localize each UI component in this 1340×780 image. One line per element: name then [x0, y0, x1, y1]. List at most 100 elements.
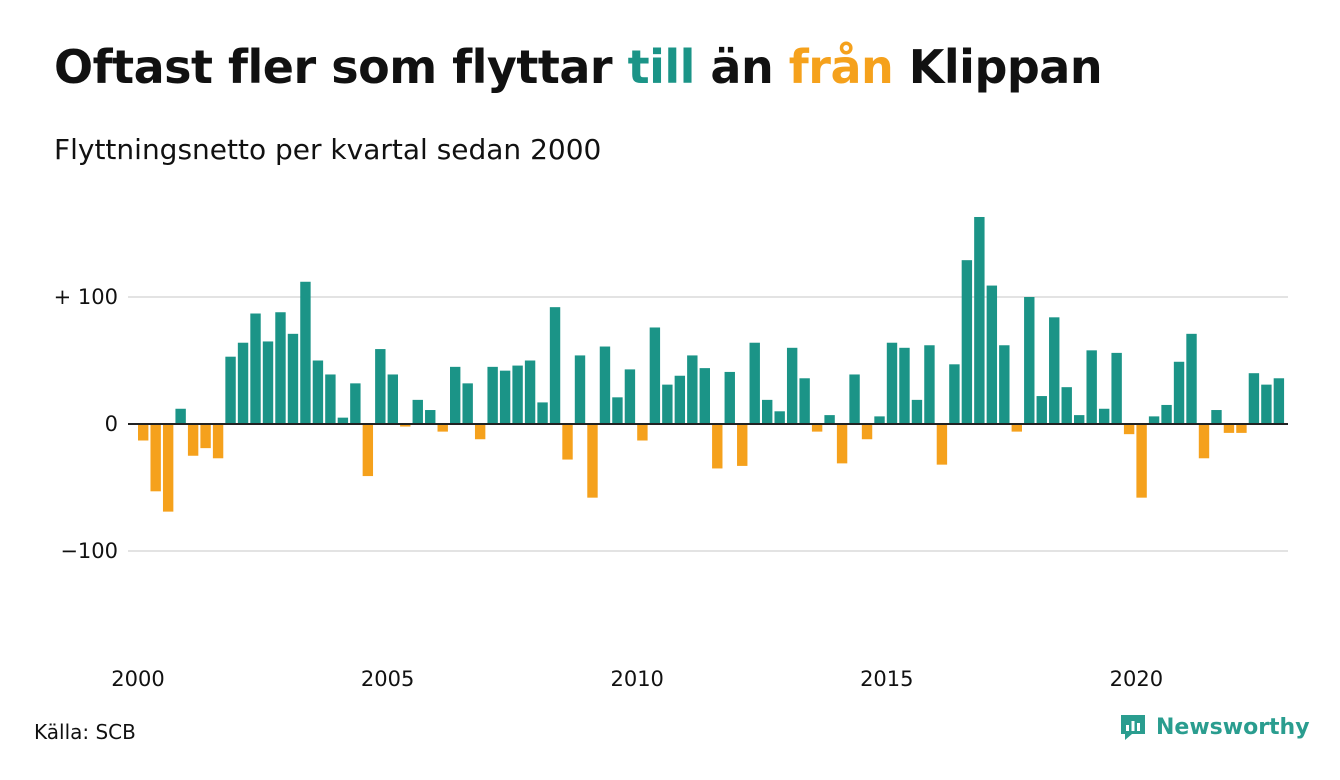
- bar: [886, 342, 898, 424]
- bar: [911, 399, 923, 424]
- bar: [824, 415, 835, 424]
- bar: [275, 312, 286, 424]
- bar: [687, 355, 698, 424]
- bar: [1123, 424, 1135, 435]
- bar: [599, 346, 611, 424]
- newsworthy-logo[interactable]: Newsworthy: [1118, 712, 1310, 742]
- bar: [1086, 350, 1097, 424]
- bar: [699, 368, 710, 424]
- bar: [774, 411, 785, 424]
- bar: [450, 366, 461, 424]
- bar: [762, 399, 773, 424]
- bar: [474, 424, 486, 440]
- bar: [350, 383, 361, 424]
- bar: [811, 424, 823, 432]
- bar: [250, 313, 261, 424]
- chart-subtitle: Flyttningsnetto per kvartal sedan 2000: [54, 133, 602, 166]
- x-tick-label: 2005: [361, 667, 414, 691]
- bar: [162, 424, 174, 512]
- bar: [1236, 424, 1247, 433]
- bar: [1036, 396, 1047, 424]
- bar: [612, 397, 623, 424]
- bar: [1186, 333, 1197, 424]
- bar: [562, 424, 573, 460]
- bar: [874, 416, 885, 424]
- bar: [1248, 373, 1260, 424]
- title-word-till: till: [627, 40, 696, 94]
- bar: [462, 383, 473, 424]
- bar: [1061, 387, 1072, 424]
- bar: [437, 424, 448, 432]
- bar: [412, 399, 423, 424]
- chart-title: Oftast fler som flyttar till än från Kli…: [54, 40, 1103, 94]
- bar: [512, 365, 523, 424]
- newsworthy-logo-icon: [1121, 715, 1145, 740]
- bar: [724, 371, 735, 424]
- bar: [1223, 424, 1235, 433]
- bar: [300, 281, 311, 424]
- bar: [1136, 424, 1147, 498]
- y-tick-label: 0: [105, 412, 118, 436]
- bar: [337, 417, 349, 424]
- bar: [187, 424, 199, 456]
- x-tick-label: 2010: [610, 667, 663, 691]
- bar: [1049, 317, 1060, 424]
- bar: [924, 345, 935, 424]
- bar: [487, 366, 498, 424]
- bar: [200, 424, 211, 449]
- bar: [1198, 424, 1210, 459]
- bar: [799, 378, 810, 424]
- bar: [849, 374, 860, 424]
- x-tick-label: 2020: [1110, 667, 1163, 691]
- source-note: Källa: SCB: [34, 720, 136, 744]
- bar: [212, 424, 224, 459]
- bar: [674, 375, 686, 424]
- x-tick-label: 2000: [111, 667, 164, 691]
- bar: [1173, 361, 1185, 424]
- bar: [637, 424, 648, 441]
- bar: [1273, 378, 1285, 424]
- bar: [1261, 384, 1272, 424]
- bar: [974, 216, 985, 424]
- bar: [1024, 297, 1035, 424]
- title-part-2: än: [694, 40, 789, 94]
- x-tick-label: 2015: [860, 667, 913, 691]
- bar: [312, 360, 324, 424]
- bar: [375, 349, 386, 424]
- bar: [712, 424, 723, 469]
- bar: [400, 424, 411, 427]
- bar: [999, 345, 1010, 424]
- bar: [986, 285, 998, 424]
- bar: [786, 347, 798, 424]
- bar: [949, 364, 960, 424]
- y-tick-label: + 100: [54, 285, 118, 309]
- bar: [899, 347, 910, 424]
- bar: [587, 424, 598, 498]
- bar: [749, 342, 760, 424]
- bar: [574, 355, 586, 424]
- newsworthy-logo-text: Newsworthy: [1156, 714, 1310, 740]
- bar: [1074, 415, 1085, 424]
- bar: [537, 402, 548, 424]
- bar: [1161, 404, 1172, 424]
- bar: [325, 374, 336, 424]
- bar: [624, 369, 636, 424]
- bar: [1098, 408, 1110, 424]
- bar: [237, 342, 249, 424]
- title-part-1: Oftast fler som flyttar: [54, 40, 628, 94]
- bar: [649, 327, 661, 424]
- bar: [425, 410, 436, 424]
- bar: [836, 424, 848, 464]
- title-word-fran: från: [788, 40, 894, 94]
- bar: [225, 356, 236, 424]
- bar: [936, 424, 948, 465]
- bar: [262, 341, 274, 424]
- y-tick-labels: + 100 0 −100: [54, 285, 118, 563]
- bar: [175, 408, 186, 424]
- bars: [138, 216, 1285, 512]
- x-tick-labels: 2000 2005 2010 2015 2020: [111, 667, 1163, 691]
- bar: [1211, 410, 1222, 424]
- y-tick-label: −100: [60, 539, 118, 563]
- gridlines: [128, 296, 1288, 552]
- bar: [1148, 416, 1160, 424]
